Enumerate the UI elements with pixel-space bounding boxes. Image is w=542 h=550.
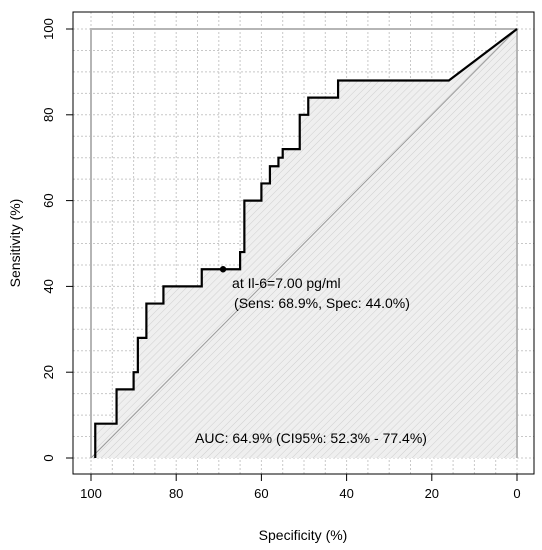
threshold-stats-label: (Sens: 68.9%, Spec: 44.0%) <box>234 295 410 311</box>
ideal-roc-line <box>90 28 518 458</box>
x-tick-label: 80 <box>169 486 183 501</box>
auc-label: AUC: 64.9% (CI95%: 52.3% - 77.4%) <box>195 430 427 446</box>
x-tick-label: 100 <box>80 486 102 501</box>
roc-curve <box>94 28 518 458</box>
diagonal-line <box>90 28 518 459</box>
y-axis-title: Sensitivity (%) <box>7 199 23 288</box>
y-axis: 0 20 40 60 80 100 <box>41 18 73 462</box>
y-tick-label: 20 <box>41 365 56 379</box>
y-tick-label: 0 <box>41 454 56 461</box>
threshold-label: at Il-6=7.00 pg/ml <box>232 275 341 291</box>
y-tick-label: 40 <box>41 279 56 293</box>
x-axis: 100 80 60 40 20 0 <box>80 474 521 501</box>
y-tick-label: 80 <box>41 108 56 122</box>
x-tick-label: 20 <box>425 486 439 501</box>
plot-frame <box>72 11 535 475</box>
threshold-point <box>219 266 227 273</box>
y-tick-label: 60 <box>41 193 56 207</box>
x-tick-label: 0 <box>513 486 520 501</box>
x-axis-title: Specificity (%) <box>259 527 348 543</box>
y-tick-label: 100 <box>41 18 56 40</box>
chance-diagonal <box>90 28 518 459</box>
ideal-roc-box <box>90 28 518 458</box>
x-tick-label: 40 <box>339 486 353 501</box>
x-tick-label: 60 <box>254 486 268 501</box>
roc-curve-group <box>94 28 518 458</box>
